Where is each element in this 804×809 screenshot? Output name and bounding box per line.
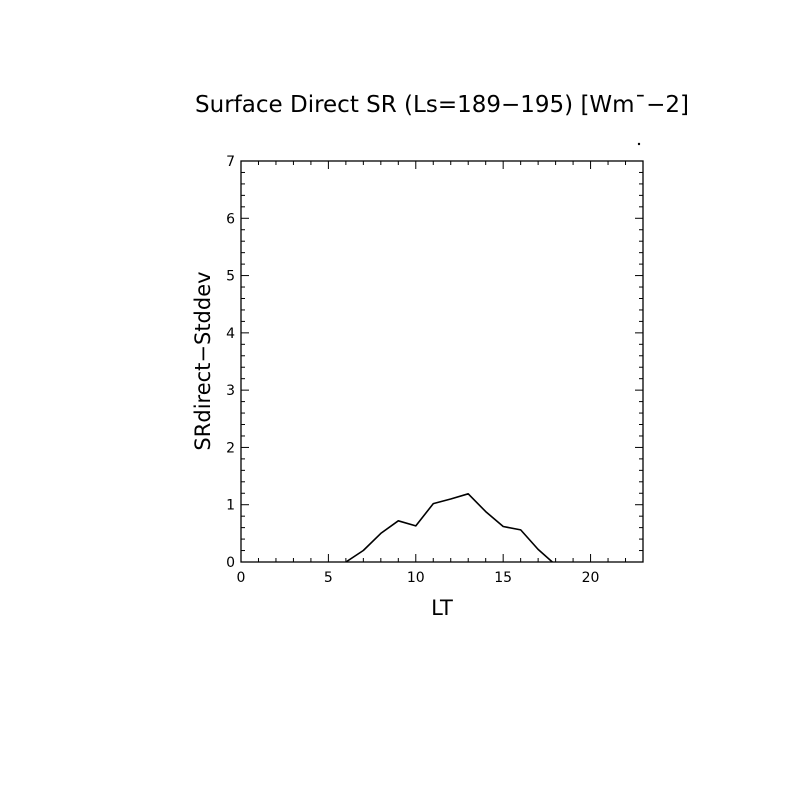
plot-frame [240,160,644,563]
y-tick-label: 4 [226,326,235,342]
chart-title: Surface Direct SR (Ls=189−195) [Wm¯−2] [195,92,689,118]
x-axis-label: LT [431,596,453,620]
x-tick-label: 20 [582,570,600,586]
y-tick-label: 0 [226,555,235,571]
x-tick-label: 0 [237,570,246,586]
x-tick-label: 5 [324,570,333,586]
series-line [345,492,554,562]
y-tick-label: 6 [226,211,235,227]
x-tick-label: 10 [407,570,425,586]
series-group [345,492,554,562]
y-tick-label: 2 [226,440,235,456]
y-tick-label: 7 [226,154,235,170]
marker-dot [637,142,641,146]
y-axis-ticks: 0 1 2 3 4 5 6 7 [226,154,643,571]
plot-area [240,160,644,563]
y-axis-label: SRdirect−Stddev [191,271,215,450]
y-tick-label: 5 [226,269,235,285]
x-tick-label: 15 [494,570,512,586]
y-tick-label: 3 [226,383,235,399]
x-axis-ticks: 0 5 10 15 20 [237,161,644,586]
y-tick-label: 1 [226,498,235,514]
